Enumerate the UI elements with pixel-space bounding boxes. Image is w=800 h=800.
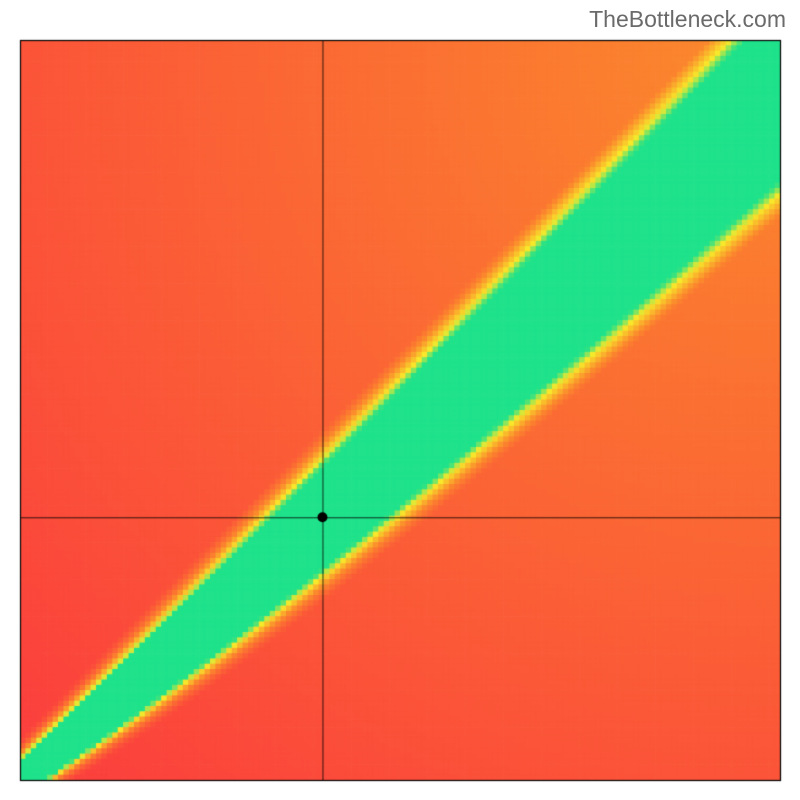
heatmap-canvas — [0, 0, 800, 800]
chart-container: TheBottleneck.com — [0, 0, 800, 800]
